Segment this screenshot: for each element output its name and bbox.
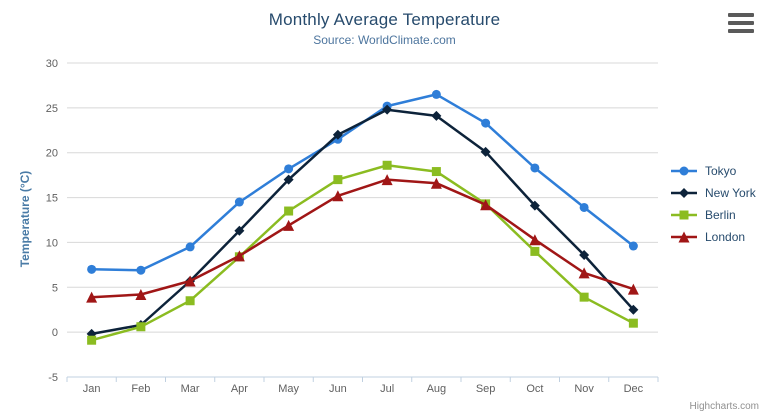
point-tokyo-feb[interactable]	[136, 265, 146, 275]
point-berlin-jul[interactable]	[382, 160, 392, 170]
point-london-oct[interactable]	[529, 234, 541, 246]
point-new-york-sep[interactable]	[480, 146, 491, 157]
point-london-dec[interactable]	[627, 283, 639, 295]
y-tick-label: 25	[46, 103, 58, 115]
point-london-jun[interactable]	[332, 190, 344, 202]
y-tick-label: 5	[52, 282, 58, 294]
point-tokyo-dec[interactable]	[628, 241, 638, 251]
x-tick-label: Aug	[427, 383, 447, 395]
x-tick-label: Mar	[181, 383, 200, 395]
series-line-berlin[interactable]	[90, 164, 635, 342]
y-tick-label: -5	[48, 372, 58, 384]
y-tick-label: 0	[52, 327, 58, 339]
point-london-may[interactable]	[283, 219, 295, 231]
chart-title: Monthly Average Temperature	[268, 10, 501, 29]
diamond-marker-icon	[671, 188, 697, 198]
legend-item-tokyo[interactable]: Tokyo	[670, 160, 756, 182]
point-berlin-oct[interactable]	[530, 246, 540, 256]
point-london-feb[interactable]	[135, 288, 147, 300]
series-line-london[interactable]	[90, 178, 635, 299]
hamburger-bar	[728, 13, 754, 17]
legend-item-berlin[interactable]: Berlin	[670, 204, 756, 226]
x-tick-label: Jan	[83, 383, 101, 395]
x-tick-label: Apr	[231, 383, 248, 395]
legend-item-new-york[interactable]: New York	[670, 182, 756, 204]
x-tick-label: Jun	[329, 383, 347, 395]
legend-label: Tokyo	[705, 164, 737, 178]
square-marker-icon	[671, 210, 697, 220]
point-berlin-dec[interactable]	[628, 318, 638, 328]
square-glyph[interactable]	[679, 210, 689, 220]
point-london-aug[interactable]	[430, 177, 442, 189]
x-tick-label: Nov	[574, 383, 594, 395]
diamond-glyph[interactable]	[679, 188, 689, 198]
point-tokyo-may[interactable]	[284, 164, 294, 174]
point-berlin-aug[interactable]	[431, 167, 441, 177]
y-tick-label: 20	[46, 148, 58, 160]
legend-label: New York	[705, 186, 756, 200]
point-london-apr[interactable]	[233, 250, 245, 262]
point-new-york-apr[interactable]	[234, 225, 245, 236]
point-tokyo-jan[interactable]	[87, 264, 97, 274]
point-tokyo-aug[interactable]	[431, 89, 441, 99]
triangle-marker-icon	[671, 231, 697, 243]
point-new-york-aug[interactable]	[431, 110, 442, 121]
series-tokyo	[87, 89, 638, 275]
legend-item-london[interactable]: London	[670, 226, 756, 248]
y-tick-label: 10	[46, 237, 58, 249]
point-berlin-may[interactable]	[284, 206, 294, 216]
point-berlin-jan[interactable]	[87, 335, 97, 345]
series-line-new-york[interactable]	[90, 108, 635, 336]
hamburger-icon[interactable]	[728, 13, 754, 33]
series-line-tokyo[interactable]	[90, 93, 635, 272]
x-tick-label: Sep	[476, 383, 496, 395]
series-london	[86, 174, 639, 303]
triangle-glyph[interactable]	[678, 231, 690, 243]
point-new-york-jun[interactable]	[332, 129, 343, 140]
point-london-jan[interactable]	[86, 291, 98, 303]
x-tick-label: Dec	[624, 383, 644, 395]
circle-glyph[interactable]	[679, 166, 689, 176]
chart-subtitle: Source: WorldClimate.com	[313, 33, 456, 47]
x-tick-label: Jul	[380, 383, 394, 395]
x-tick-label: Oct	[526, 383, 543, 395]
point-tokyo-sep[interactable]	[481, 118, 491, 128]
hamburger-bar	[728, 21, 754, 25]
point-tokyo-mar[interactable]	[185, 242, 195, 252]
y-tick-label: 30	[46, 58, 58, 70]
point-new-york-nov[interactable]	[579, 249, 590, 260]
point-berlin-nov[interactable]	[579, 292, 589, 302]
point-new-york-oct[interactable]	[529, 200, 540, 211]
point-tokyo-nov[interactable]	[579, 202, 589, 212]
hamburger-bar	[728, 29, 754, 33]
point-london-nov[interactable]	[578, 267, 590, 279]
point-tokyo-oct[interactable]	[530, 163, 540, 173]
circle-marker-icon	[671, 166, 697, 176]
x-tick-label: May	[278, 383, 299, 395]
point-london-sep[interactable]	[480, 199, 492, 211]
series-new-york	[86, 104, 639, 339]
point-berlin-jun[interactable]	[333, 175, 343, 185]
x-tick-label: Feb	[131, 383, 150, 395]
legend-label: London	[705, 230, 746, 244]
point-london-jul[interactable]	[381, 174, 393, 186]
point-new-york-jul[interactable]	[382, 104, 393, 115]
point-london-mar[interactable]	[184, 275, 196, 287]
point-tokyo-apr[interactable]	[234, 197, 244, 207]
y-tick-label: 15	[46, 193, 58, 205]
legend-label: Berlin	[705, 208, 736, 222]
legend: Tokyo New York Berlin London	[670, 160, 756, 248]
point-new-york-may[interactable]	[283, 174, 294, 185]
point-berlin-mar[interactable]	[185, 296, 195, 306]
credits-link[interactable]: Highcharts.com	[689, 401, 759, 412]
y-axis-title: Temperature (°C)	[18, 170, 32, 268]
point-new-york-dec[interactable]	[628, 304, 639, 315]
point-berlin-feb[interactable]	[136, 322, 146, 332]
